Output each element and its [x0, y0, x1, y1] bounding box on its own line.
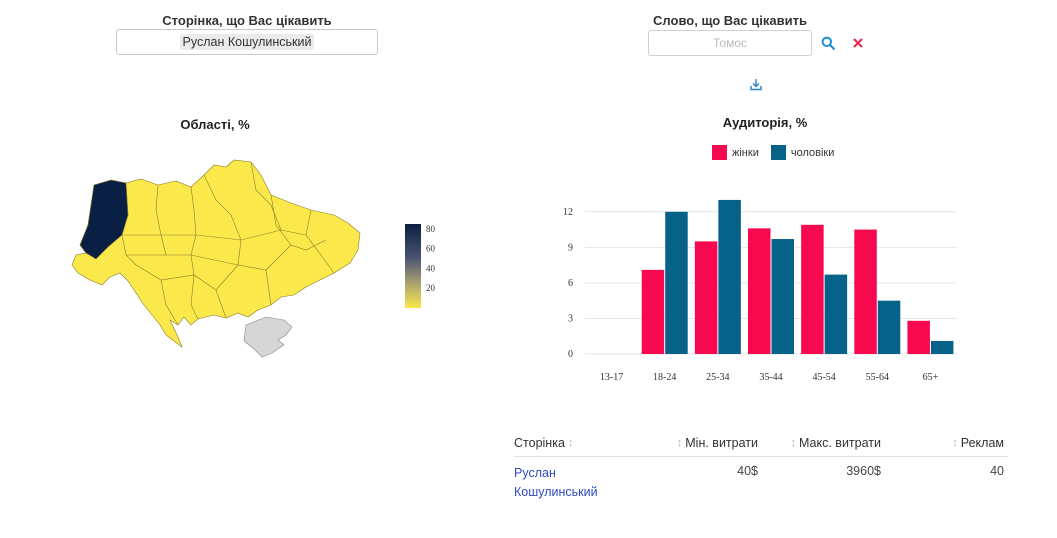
- sort-icon[interactable]: ↕: [790, 437, 797, 449]
- bar-women-65+[interactable]: [907, 320, 930, 354]
- table-header-row: Сторінка ↕ ↕ Мін. витрати ↕ Макс. витрат…: [514, 430, 1008, 457]
- map-region-borders: [121, 161, 335, 326]
- close-icon[interactable]: [850, 35, 866, 51]
- colorbar-tick-label: 40: [426, 263, 436, 273]
- th-page[interactable]: Сторінка ↕: [514, 436, 654, 450]
- legend-label-men: чоловіки: [790, 146, 835, 159]
- search-icon[interactable]: [820, 35, 836, 51]
- th-min-spend[interactable]: ↕ Мін. витрати: [654, 436, 758, 450]
- th-ads-label: Реклам: [960, 436, 1004, 450]
- colorbar-gradient: [405, 224, 421, 308]
- map-title: Області, %: [180, 117, 250, 132]
- legend-swatch-men: [770, 145, 786, 160]
- y-tick-label: 12: [563, 207, 573, 218]
- x-tick-label: 35-44: [759, 372, 782, 383]
- th-ads[interactable]: ↕ Реклам: [881, 436, 1004, 450]
- audience-legend: жінки чоловіки: [712, 145, 846, 160]
- map-region-lviv[interactable]: [79, 179, 129, 260]
- bar-women-35-44[interactable]: [748, 228, 771, 354]
- legend-label-women: жінки: [732, 146, 759, 159]
- colorbar-tick-label: 80: [426, 224, 436, 234]
- th-max-label: Макс. витрати: [799, 436, 881, 450]
- th-page-label: Сторінка: [514, 436, 565, 450]
- page-select[interactable]: Руслан Кошулинський: [116, 29, 378, 55]
- bar-men-65+[interactable]: [930, 340, 954, 354]
- y-tick-label: 6: [568, 278, 573, 289]
- x-tick-label: 55-64: [866, 372, 889, 383]
- x-tick-label: 13-17: [600, 372, 623, 383]
- legend-swatch-women: [712, 145, 727, 160]
- ads-table: Сторінка ↕ ↕ Мін. витрати ↕ Макс. витрат…: [514, 430, 1008, 502]
- bar-women-18-24[interactable]: [641, 269, 665, 354]
- audience-title: Аудиторія, %: [722, 115, 808, 130]
- y-tick-label: 0: [568, 349, 573, 360]
- colorbar-tick-label: 20: [426, 283, 436, 293]
- row-page-line2: Кошулинський: [514, 485, 598, 499]
- bar-men-45-54[interactable]: [824, 274, 848, 354]
- bar-women-55-64[interactable]: [854, 229, 877, 354]
- colorbar-tick-label: 60: [426, 244, 436, 254]
- x-tick-label: 18-24: [653, 372, 676, 383]
- word-input[interactable]: [648, 30, 812, 56]
- map-colorbar: 80 60 40 20: [405, 224, 436, 308]
- download-icon[interactable]: [748, 76, 764, 92]
- selected-page-chip[interactable]: Руслан Кошулинський: [179, 34, 315, 50]
- bar-women-25-34[interactable]: [694, 241, 718, 354]
- bar-men-18-24[interactable]: [665, 211, 688, 354]
- th-min-label: Мін. витрати: [685, 436, 758, 450]
- x-tick-label: 25-34: [706, 372, 729, 383]
- map-region-crimea[interactable]: [243, 316, 293, 358]
- y-tick-label: 3: [568, 313, 573, 324]
- bar-men-35-44[interactable]: [771, 239, 795, 354]
- bar-men-25-34[interactable]: [718, 199, 741, 354]
- x-tick-label: 65+: [923, 372, 939, 383]
- legend-item-men[interactable]: чоловіки: [770, 145, 835, 160]
- audience-bar-chart: 0 3 6 9 12 13-17 18-24 25-34 35-44 45-54 55-64 65+: [563, 199, 957, 383]
- x-tick-label: 45-54: [812, 372, 835, 383]
- sort-icon[interactable]: ↕: [676, 437, 683, 449]
- chart-gridlines: [585, 211, 957, 355]
- row-page-link[interactable]: Руслан Кошулинський: [514, 464, 654, 502]
- page-picker-label: Сторінка, що Вас цікавить: [162, 13, 332, 28]
- legend-item-women[interactable]: жінки: [712, 145, 759, 160]
- sort-icon[interactable]: ↕: [567, 437, 574, 449]
- table-row: Руслан Кошулинський 40$ 3960$ 40: [514, 457, 1008, 502]
- y-tick-label: 9: [568, 242, 573, 253]
- sort-icon[interactable]: ↕: [952, 437, 958, 449]
- bar-men-55-64[interactable]: [877, 300, 901, 354]
- row-page-line1: Руслан: [514, 466, 556, 480]
- row-ads: 40: [990, 464, 1004, 478]
- ukraine-map: [71, 159, 361, 358]
- bar-women-45-54[interactable]: [801, 224, 824, 354]
- colorbar-ticks: 80 60 40 20: [426, 224, 436, 293]
- row-max-spend: 3960$: [846, 464, 881, 478]
- th-max-spend[interactable]: ↕ Макс. витрати: [758, 436, 882, 450]
- word-picker-label: Слово, що Вас цікавить: [653, 13, 807, 28]
- row-min-spend: 40$: [737, 464, 758, 478]
- map-regions-yellow[interactable]: [71, 159, 361, 348]
